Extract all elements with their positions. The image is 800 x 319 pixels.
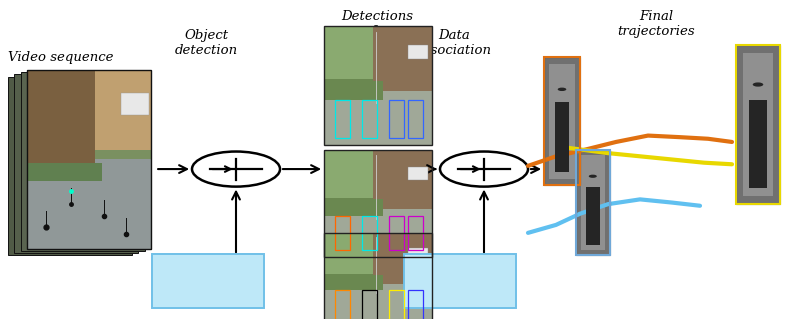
- Bar: [544, 57, 580, 185]
- Bar: [335, 100, 350, 138]
- Bar: [335, 290, 350, 319]
- Bar: [555, 102, 569, 172]
- Bar: [544, 57, 580, 185]
- Text: Detections
per frame: Detections per frame: [342, 10, 414, 38]
- Bar: [362, 290, 377, 319]
- Bar: [27, 70, 151, 174]
- Bar: [324, 275, 383, 290]
- Bar: [27, 163, 102, 181]
- Bar: [21, 72, 145, 251]
- Bar: [122, 93, 149, 115]
- Bar: [408, 290, 423, 319]
- Bar: [576, 150, 610, 255]
- Bar: [324, 274, 373, 279]
- Bar: [408, 167, 428, 180]
- Bar: [335, 216, 350, 250]
- Bar: [736, 45, 780, 204]
- Bar: [576, 150, 610, 255]
- Bar: [14, 74, 138, 253]
- Bar: [324, 79, 373, 85]
- Bar: [324, 199, 383, 216]
- Bar: [576, 150, 610, 255]
- Bar: [27, 70, 151, 249]
- Bar: [550, 64, 574, 179]
- Bar: [742, 53, 774, 196]
- Bar: [324, 233, 432, 277]
- Text: Object
detection: Object detection: [175, 29, 238, 57]
- Bar: [324, 26, 432, 145]
- Bar: [408, 216, 423, 250]
- Bar: [750, 100, 767, 188]
- Bar: [389, 290, 404, 319]
- Bar: [8, 77, 132, 255]
- Bar: [27, 159, 151, 249]
- Bar: [362, 216, 377, 250]
- Circle shape: [440, 152, 528, 187]
- Bar: [408, 248, 428, 259]
- Bar: [324, 83, 432, 145]
- Bar: [324, 277, 432, 319]
- Bar: [389, 100, 404, 138]
- Bar: [27, 70, 151, 249]
- Bar: [408, 45, 428, 59]
- Bar: [408, 100, 423, 138]
- Bar: [324, 198, 373, 204]
- Bar: [373, 233, 432, 284]
- Bar: [324, 26, 432, 83]
- Circle shape: [192, 152, 280, 187]
- Bar: [27, 70, 95, 174]
- Bar: [324, 80, 383, 100]
- Bar: [324, 233, 432, 319]
- Bar: [373, 26, 432, 91]
- FancyBboxPatch shape: [404, 254, 516, 308]
- Bar: [95, 70, 151, 150]
- Bar: [362, 100, 377, 138]
- Bar: [324, 150, 432, 257]
- Text: Data
association: Data association: [417, 29, 492, 57]
- Bar: [389, 216, 404, 250]
- Circle shape: [589, 174, 597, 178]
- Bar: [586, 187, 599, 245]
- Bar: [736, 45, 780, 204]
- Text: .
.
.: . . .: [374, 247, 382, 298]
- Circle shape: [558, 88, 566, 91]
- FancyBboxPatch shape: [152, 254, 264, 308]
- Bar: [324, 201, 432, 257]
- Text: Detector: Detector: [178, 274, 238, 287]
- Text: Video sequence: Video sequence: [8, 51, 114, 64]
- Bar: [324, 150, 432, 201]
- Text: Final
trajectories: Final trajectories: [617, 10, 695, 38]
- Bar: [544, 57, 580, 185]
- Circle shape: [753, 82, 763, 87]
- Bar: [736, 45, 780, 204]
- Bar: [373, 150, 432, 209]
- Text: Tracker: Tracker: [434, 274, 486, 287]
- Bar: [581, 155, 605, 250]
